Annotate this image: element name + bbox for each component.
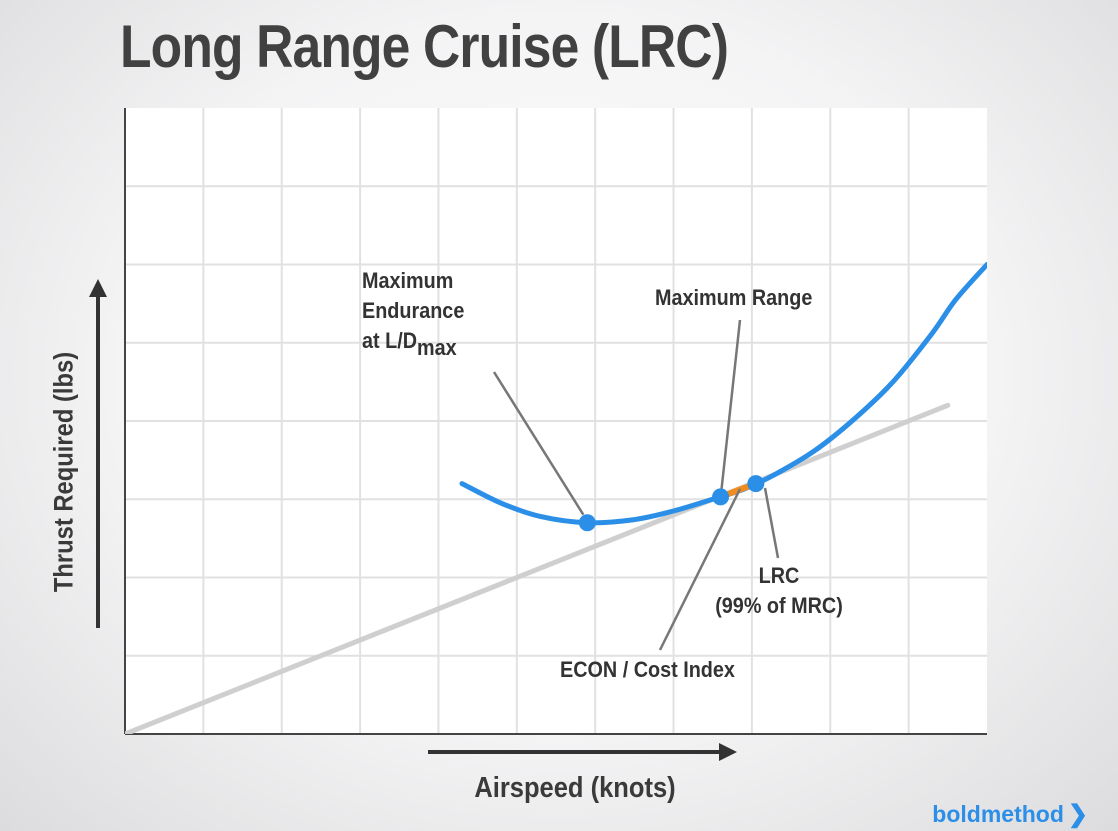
leader-econ — [658, 488, 742, 651]
label-lrc-line1: LRC — [758, 563, 800, 588]
label-max-endurance-line3: at L/Dmax — [362, 326, 464, 359]
leader-max-endurance — [492, 371, 585, 516]
leader-max-range — [720, 319, 742, 490]
points — [578, 475, 765, 532]
brand-text: boldmethod — [932, 801, 1064, 827]
tangent-line — [125, 402, 951, 734]
brand-logo: boldmethod ❯ — [932, 800, 1088, 829]
x-axis-label: Airspeed (knots) — [474, 772, 676, 804]
chevron-right-icon: ❯ — [1067, 801, 1088, 828]
label-lrc: LRC (99% of MRC) — [715, 561, 843, 621]
point-max-endurance — [578, 514, 596, 532]
axis-arrows — [89, 279, 737, 761]
label-max-endurance-subscript: max — [417, 335, 457, 360]
axes — [124, 108, 987, 735]
point-max-range — [712, 488, 730, 506]
grid — [125, 108, 987, 734]
label-max-endurance-line1: Maximum — [362, 268, 454, 293]
label-max-endurance: Maximum Endurance at L/Dmax — [362, 266, 465, 359]
leader-lrc — [763, 487, 780, 559]
y-arrow-head — [89, 279, 107, 297]
page-title: Long Range Cruise (LRC) — [120, 13, 729, 80]
label-max-endurance-line2: Endurance — [362, 298, 465, 323]
label-max-endurance-text: at L/D — [362, 328, 418, 353]
y-axis-label: Thrust Required (lbs) — [48, 351, 79, 593]
x-arrow-head — [719, 743, 737, 761]
label-lrc-line2: (99% of MRC) — [715, 593, 843, 618]
leader-lines — [492, 319, 780, 651]
label-econ: ECON / Cost Index — [560, 657, 735, 682]
label-max-range: Maximum Range — [655, 285, 813, 310]
point-lrc — [747, 475, 765, 493]
